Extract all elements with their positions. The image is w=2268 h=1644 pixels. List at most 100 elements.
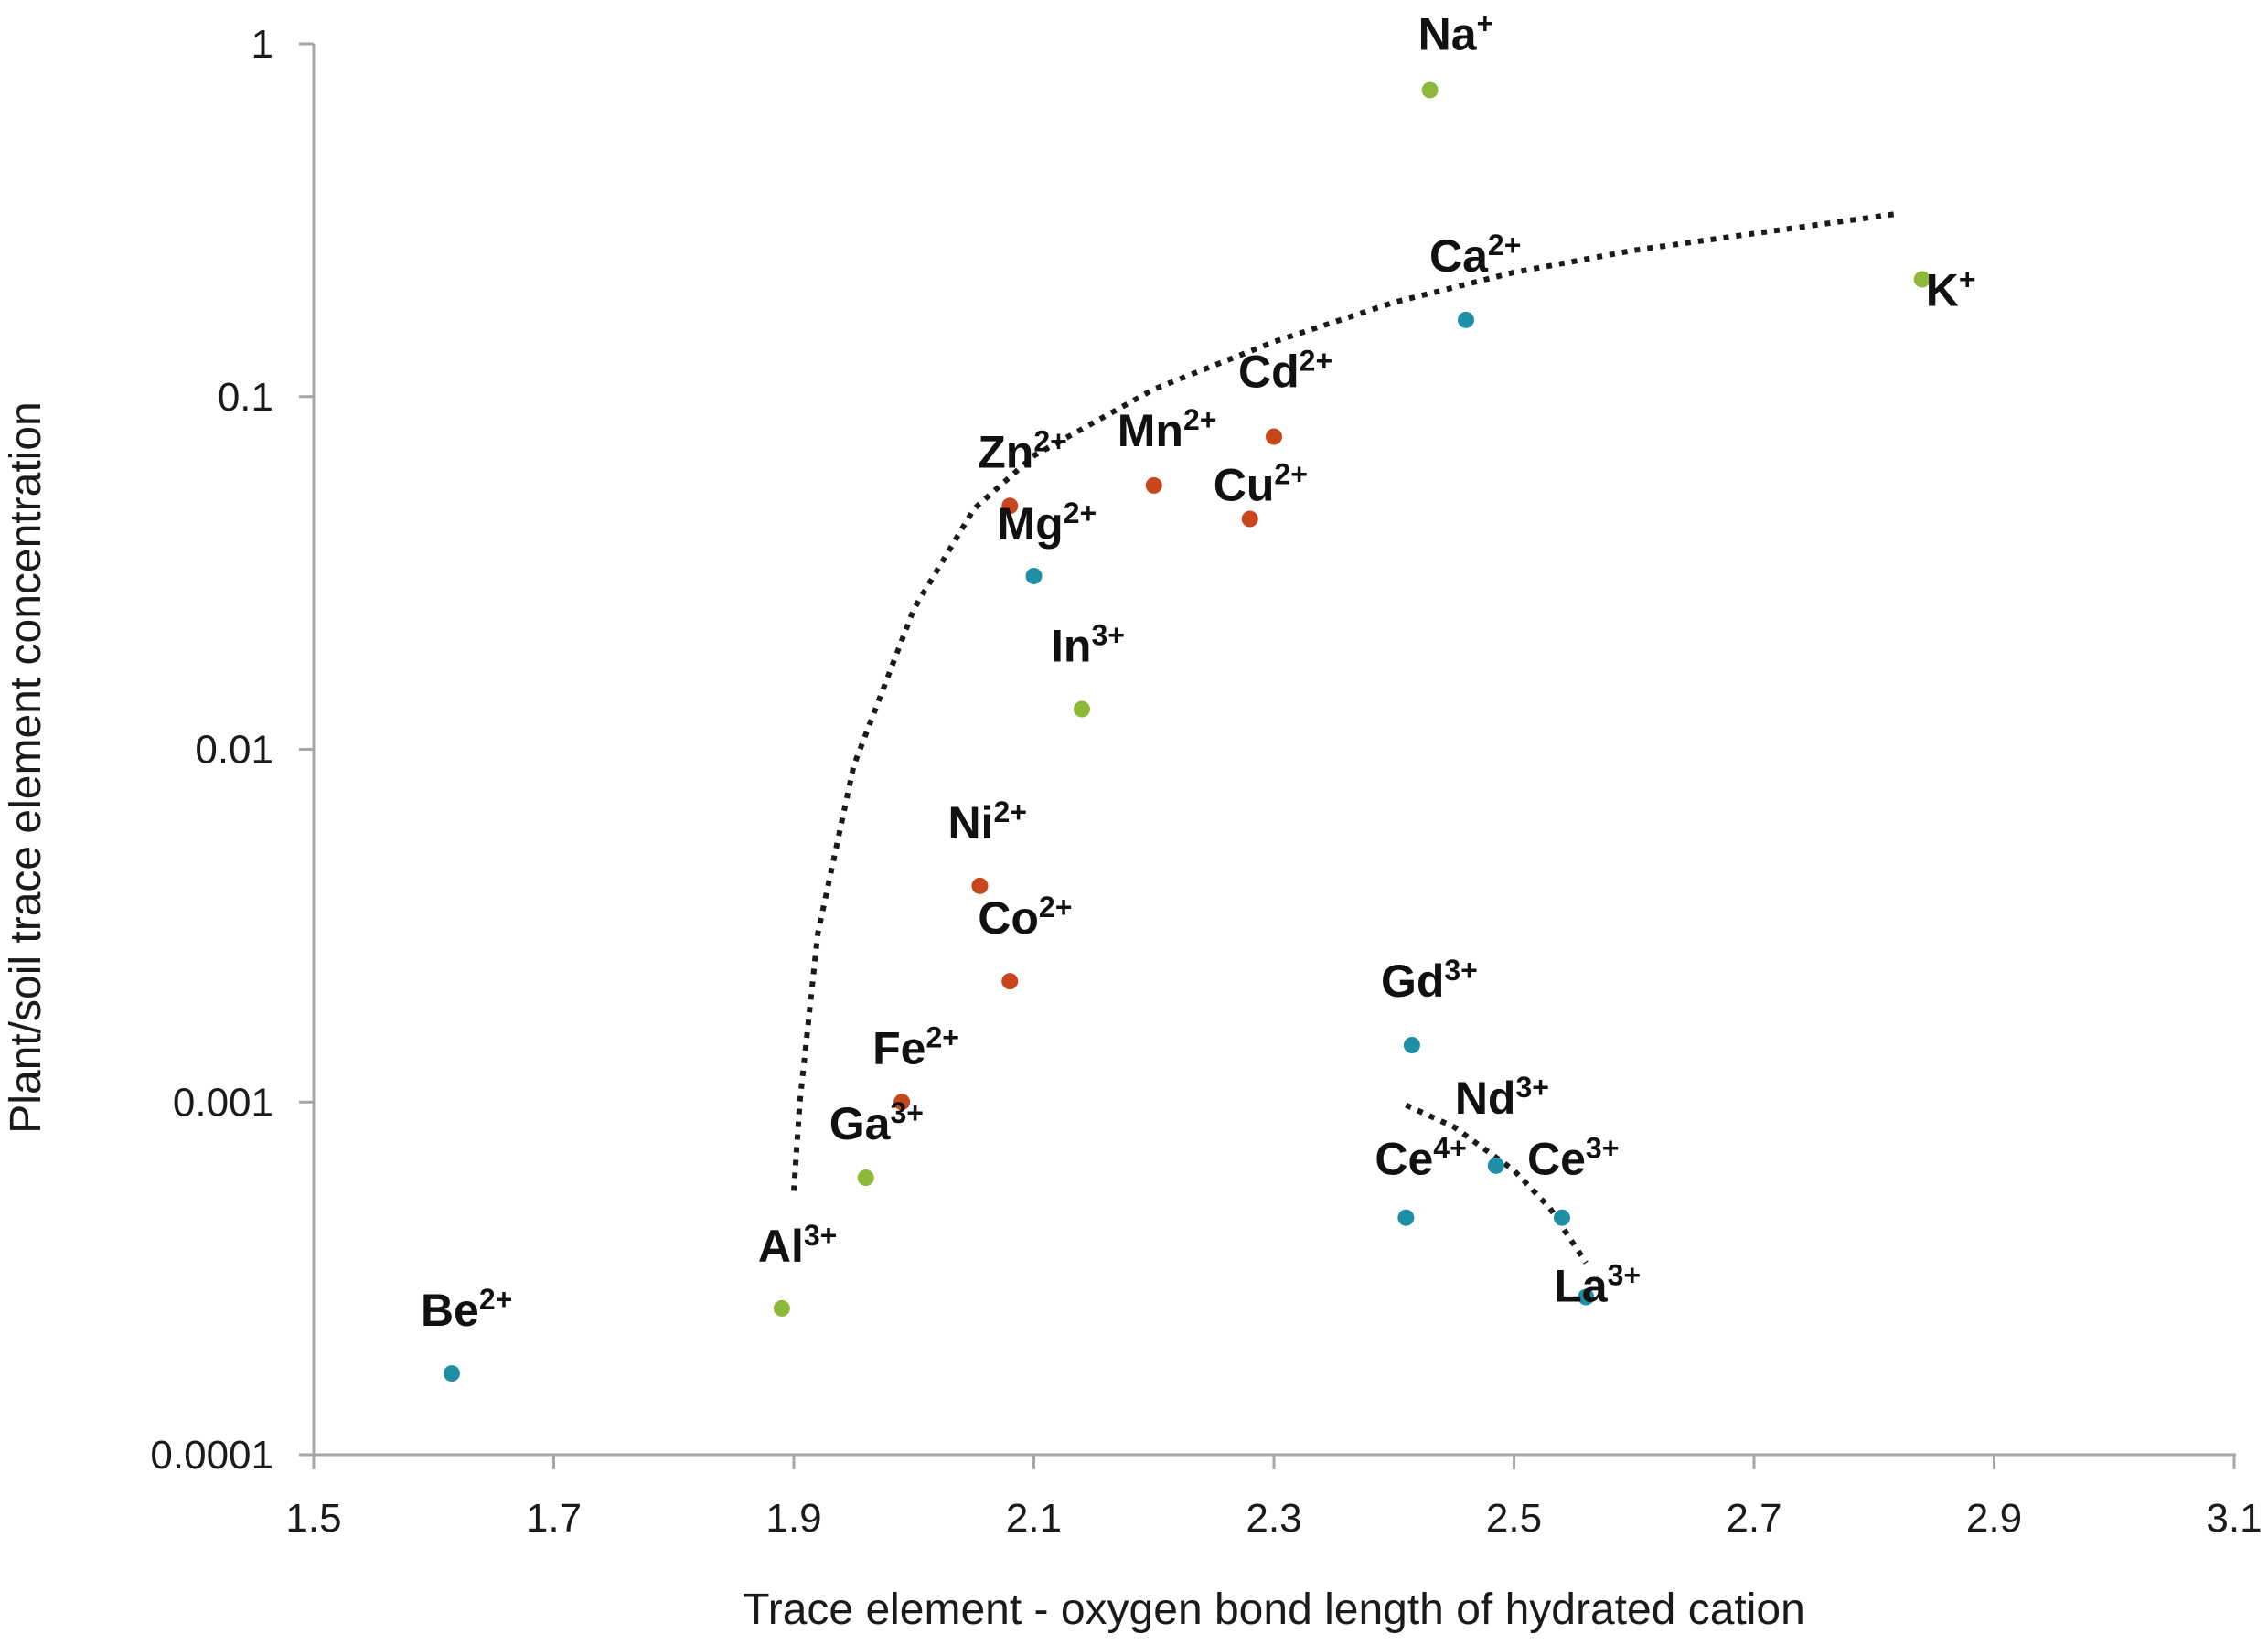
point-label: Ce3+ bbox=[1527, 1132, 1619, 1185]
point-label-charge: + bbox=[1477, 6, 1494, 39]
x-axis-ticks: 1.5 1.7 1.9 2.1 2.3 2.5 2.7 2.9 3.1 bbox=[285, 1455, 2263, 1541]
data-point bbox=[1001, 973, 1019, 990]
point-label-symbol: La bbox=[1554, 1261, 1609, 1312]
data-point bbox=[1241, 510, 1258, 528]
point-label-charge: 3+ bbox=[1586, 1132, 1619, 1165]
y-axis-ticks: 0.0001 0.001 0.01 0.1 1 bbox=[150, 22, 314, 1478]
y-axis-title: Plant/soil trace element concentration bbox=[2, 401, 50, 1133]
point-label-charge: + bbox=[1959, 263, 1976, 296]
point-label-symbol: Mg bbox=[998, 498, 1064, 550]
data-points bbox=[443, 81, 1931, 1382]
data-point bbox=[857, 1169, 874, 1187]
data-point bbox=[1397, 1209, 1415, 1226]
y-tick-label: 0.0001 bbox=[150, 1433, 273, 1478]
point-label: Nd3+ bbox=[1455, 1071, 1549, 1124]
point-label: K+ bbox=[1926, 263, 1976, 316]
point-label-charge: 2+ bbox=[993, 795, 1026, 828]
point-label: Ca2+ bbox=[1429, 229, 1521, 282]
data-point bbox=[1578, 1288, 1595, 1306]
point-label-charge: 3+ bbox=[1515, 1071, 1548, 1104]
x-tick-label: 2.5 bbox=[1486, 1496, 1542, 1541]
point-label: Al3+ bbox=[758, 1219, 837, 1272]
data-point bbox=[971, 877, 989, 894]
point-label: La3+ bbox=[1554, 1259, 1641, 1312]
x-tick-label: 1.7 bbox=[526, 1496, 582, 1541]
point-label-symbol: Ni bbox=[947, 797, 993, 849]
x-tick-label: 2.1 bbox=[1006, 1496, 1062, 1541]
point-label: Cu2+ bbox=[1214, 458, 1308, 511]
point-label-charge: 3+ bbox=[804, 1219, 837, 1252]
y-tick-label: 0.1 bbox=[218, 375, 273, 420]
point-label-charge: 2+ bbox=[1274, 458, 1307, 491]
point-label-symbol: Al bbox=[758, 1221, 804, 1272]
point-label-charge: 3+ bbox=[1608, 1259, 1641, 1292]
point-label-charge: 2+ bbox=[1033, 424, 1066, 457]
point-label-charge: 4+ bbox=[1433, 1132, 1466, 1165]
y-tick-label: 0.01 bbox=[195, 728, 273, 773]
x-tick-label: 1.5 bbox=[285, 1496, 341, 1541]
point-label: Cd2+ bbox=[1238, 345, 1332, 398]
trend-lines bbox=[791, 210, 1899, 1265]
point-label: In3+ bbox=[1051, 619, 1125, 672]
point-label-symbol: In bbox=[1051, 621, 1091, 672]
x-tick-label: 3.1 bbox=[2206, 1496, 2262, 1541]
point-label-charge: 2+ bbox=[1488, 229, 1521, 262]
point-label: Be2+ bbox=[421, 1283, 512, 1336]
data-point bbox=[1421, 81, 1439, 99]
point-label: Co2+ bbox=[978, 891, 1072, 944]
data-point bbox=[443, 1365, 460, 1382]
data-point bbox=[1266, 428, 1282, 445]
data-point bbox=[773, 1299, 790, 1317]
point-label-symbol: Ce bbox=[1527, 1134, 1586, 1185]
point-label-symbol: Nd bbox=[1455, 1073, 1516, 1124]
point-label-charge: 2+ bbox=[479, 1283, 512, 1316]
trend-line bbox=[791, 210, 1899, 1191]
point-label: Zn2+ bbox=[978, 424, 1067, 477]
data-point bbox=[1025, 567, 1043, 584]
point-label: Ce4+ bbox=[1375, 1132, 1466, 1185]
point-label-symbol: Zn bbox=[978, 426, 1033, 477]
y-tick-label: 0.001 bbox=[173, 1080, 273, 1125]
point-label: Ni2+ bbox=[947, 795, 1026, 849]
point-label-symbol: Ce bbox=[1375, 1134, 1433, 1185]
point-label-symbol: Cd bbox=[1238, 347, 1300, 398]
point-label-charge: 3+ bbox=[1091, 619, 1124, 652]
point-label-symbol: Na bbox=[1418, 8, 1478, 59]
point-label-charge: 2+ bbox=[1039, 891, 1072, 923]
x-tick-label: 2.3 bbox=[1246, 1496, 1301, 1541]
point-label-charge: 3+ bbox=[1444, 954, 1477, 987]
point-label-symbol: Fe bbox=[872, 1022, 925, 1073]
data-point bbox=[1913, 271, 1931, 288]
point-label-symbol: Be bbox=[421, 1285, 479, 1336]
x-tick-label: 2.9 bbox=[1966, 1496, 2022, 1541]
point-label-charge: 2+ bbox=[1300, 345, 1332, 378]
data-point bbox=[893, 1094, 911, 1111]
data-point bbox=[1001, 497, 1019, 515]
point-labels: Na+K+Ca2+Cd2+Mn2+Cu2+Zn2+Mg2+In3+Ni2+Co2… bbox=[421, 6, 1976, 1336]
point-label: Ga3+ bbox=[829, 1096, 924, 1149]
data-point bbox=[1554, 1209, 1570, 1226]
point-label: Mg2+ bbox=[998, 496, 1097, 550]
point-label-symbol: Ga bbox=[829, 1098, 892, 1149]
point-label-charge: 2+ bbox=[925, 1020, 958, 1053]
y-tick-label: 1 bbox=[251, 22, 273, 67]
point-label-symbol: Gd bbox=[1381, 955, 1444, 1007]
point-label: Na+ bbox=[1418, 6, 1494, 59]
point-label-symbol: Ca bbox=[1429, 230, 1489, 282]
data-point bbox=[1145, 476, 1162, 494]
x-tick-label: 2.7 bbox=[1726, 1496, 1781, 1541]
point-label-charge: 2+ bbox=[1064, 496, 1097, 529]
point-label-symbol: Cu bbox=[1214, 460, 1275, 511]
data-point bbox=[1458, 311, 1474, 328]
point-label-symbol: Mn bbox=[1118, 405, 1183, 456]
point-label-symbol: K bbox=[1926, 265, 1959, 316]
point-label: Fe2+ bbox=[872, 1020, 959, 1073]
data-point bbox=[1487, 1157, 1504, 1174]
x-tick-label: 1.9 bbox=[765, 1496, 821, 1541]
point-label-charge: 2+ bbox=[1183, 403, 1216, 436]
x-axis-title: Trace element - oxygen bond length of hy… bbox=[743, 1585, 1805, 1634]
point-label-symbol: Co bbox=[978, 892, 1039, 944]
data-point bbox=[1074, 700, 1090, 718]
point-label-charge: 3+ bbox=[890, 1096, 923, 1129]
